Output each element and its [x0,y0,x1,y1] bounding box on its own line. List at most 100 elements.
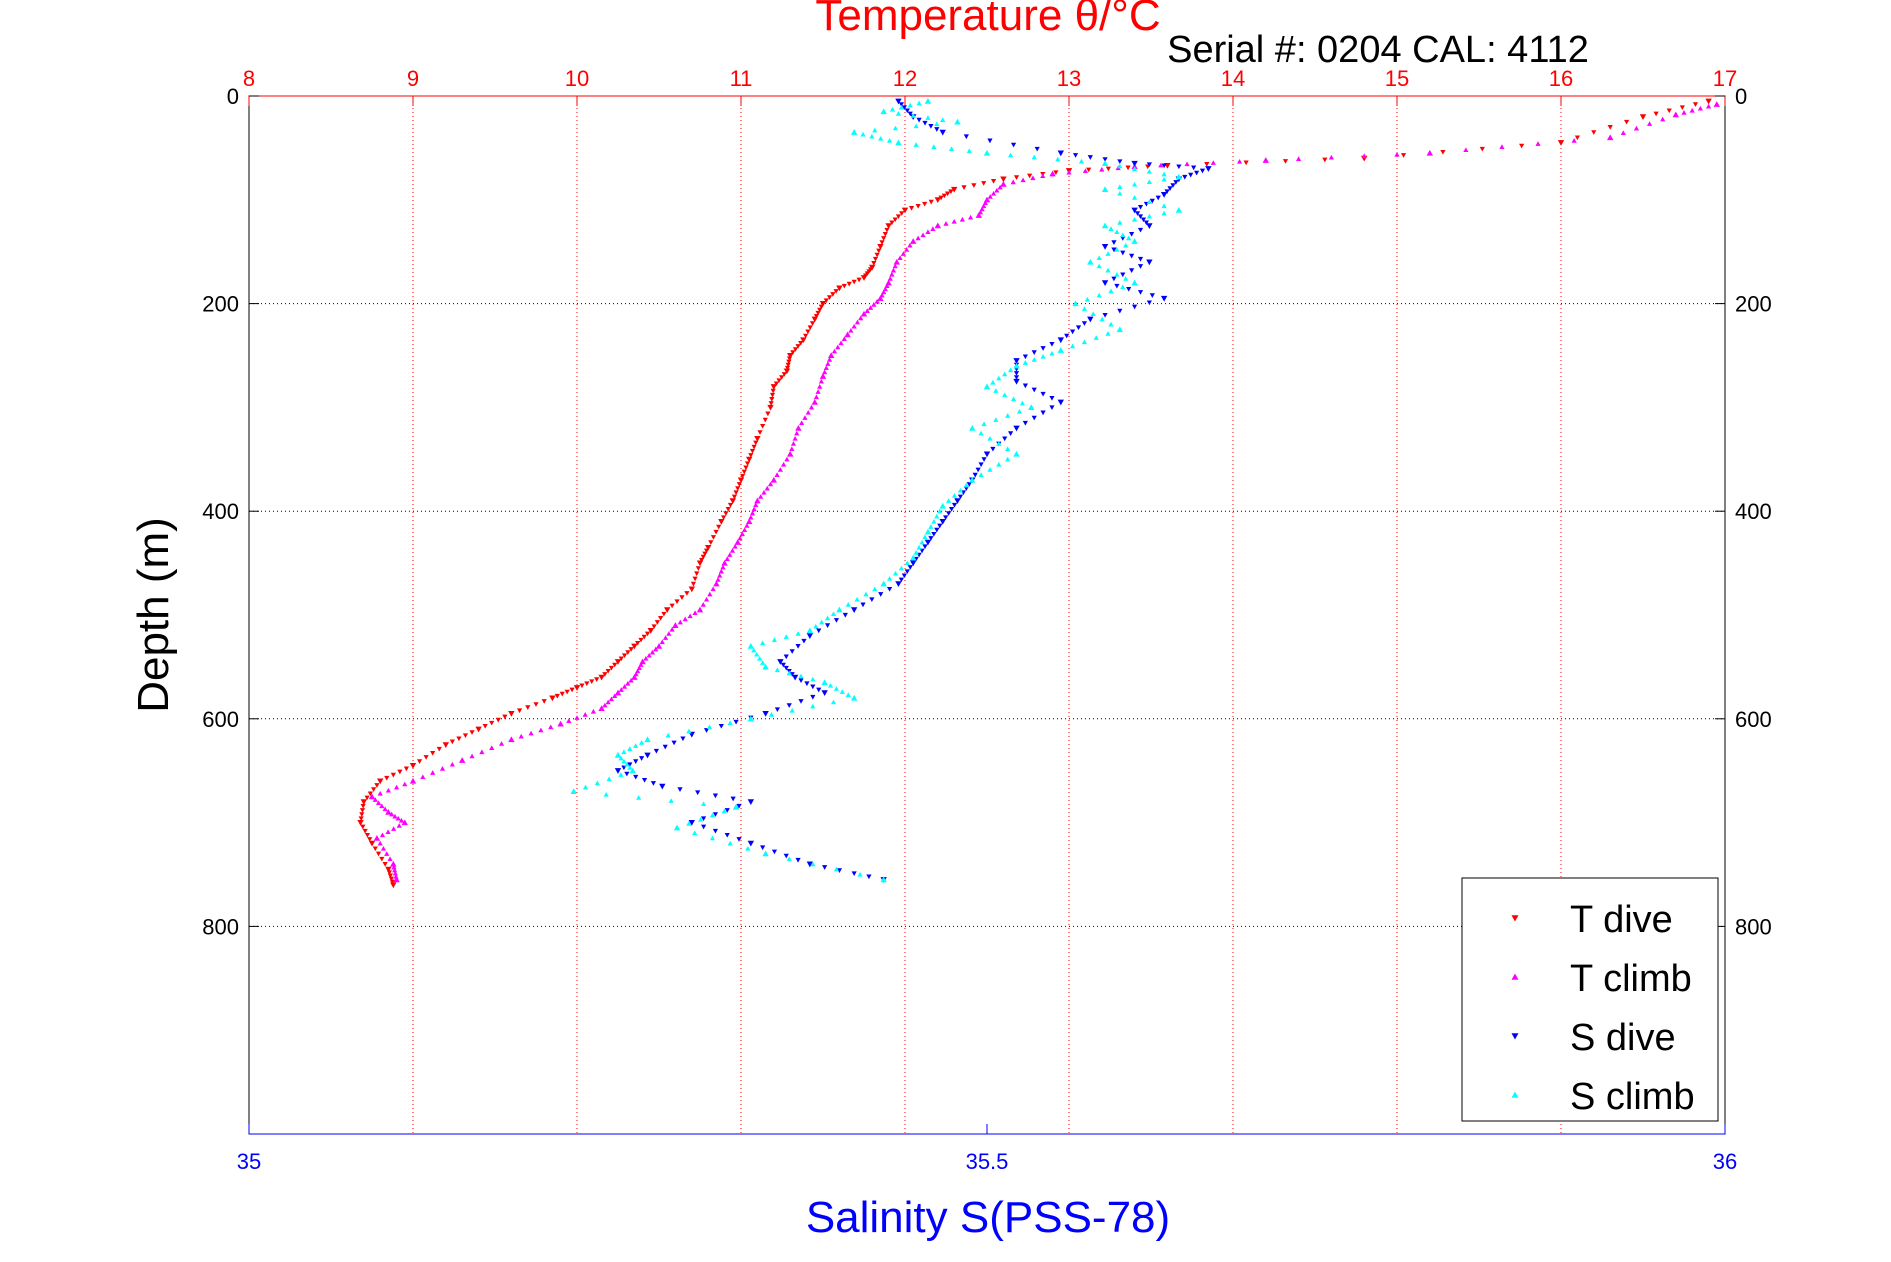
data-point-interp [375,851,382,857]
legend-marker [1511,1033,1519,1040]
data-point [1057,337,1064,344]
temperature-tick-label: 8 [243,66,255,91]
data-point-interp [489,720,495,726]
data-point [373,834,381,841]
data-point-interp [603,791,609,797]
data-point-interp [824,623,831,628]
data-point-interp [379,856,385,862]
data-point [1146,223,1153,229]
data-point-interp [815,389,821,394]
data-point-interp [886,576,893,581]
data-point-interp [706,724,713,730]
data-point [631,643,638,650]
data-point-interp [694,571,700,577]
data-point-interp [872,586,878,592]
temperature-tick-label: 14 [1221,66,1245,91]
data-point-interp [758,494,764,499]
data-point [1426,149,1433,156]
data-point-interp [996,375,1002,381]
data-point [754,497,761,504]
data-point-interp [718,723,724,729]
data-point-interp [1607,125,1613,130]
data-point-interp [757,430,763,435]
data-point-interp [794,430,800,436]
data-point-interp [767,481,774,487]
data-point-interp [1114,229,1120,235]
data-point-interp [1653,111,1659,117]
data-point-interp [826,295,833,300]
data-point-interp [699,557,705,563]
data-point [877,243,884,250]
data-point-interp [1132,304,1138,310]
data-point-interp [934,121,940,127]
data-point-interp [795,344,801,349]
chart-title: Temperature θ/°C [815,0,1160,40]
data-point-interp [934,127,940,132]
data-point-interp [963,482,969,488]
data-point-interp [789,707,795,713]
data-point-interp [569,687,575,693]
data-point-interp [1499,144,1505,149]
data-point-interp [1706,103,1712,109]
data-point-interp [874,298,880,304]
data-point-interp [621,749,627,755]
data-point-interp [1440,149,1446,155]
data-point-interp [1591,130,1597,135]
data-point-interp [538,727,544,733]
data-point-interp [391,864,397,870]
data-point [939,129,946,136]
data-point-interp [754,651,760,657]
data-point-interp [737,535,743,541]
data-point-interp [439,766,446,771]
data-point-interp [889,106,896,112]
data-point-interp [968,214,974,220]
data-point [614,768,622,774]
data-point-interp [566,718,572,723]
data-point-interp [1105,166,1111,172]
data-point-interp [930,226,936,231]
data-point-interp [1031,415,1037,421]
depth-tick-label-right: 400 [1735,499,1772,524]
data-point-interp [925,115,931,120]
data-point-interp [646,652,652,658]
data-point-interp [649,649,656,655]
data-point-interp [913,123,919,129]
data-point-interp [1146,199,1152,204]
data-point-interp [798,699,804,704]
data-point-interp [951,493,958,498]
data-point [939,519,946,525]
data-point-interp [774,667,781,673]
data-point-interp [1236,159,1243,164]
data-point-interp [385,787,391,793]
data-point-interp [621,653,628,659]
data-point-interp [810,703,816,709]
data-point-interp [819,619,825,625]
series-s-dive [614,98,1212,883]
temperature-tick-label: 16 [1549,66,1573,91]
data-point-interp [1108,288,1114,294]
data-point-interp [1117,184,1123,190]
data-point-interp [1010,179,1016,185]
data-point [1072,300,1079,307]
data-point-interp [589,679,595,685]
data-point-interp [1114,283,1120,289]
data-point-interp [1120,272,1126,278]
data-point-interp [1081,306,1088,311]
data-point [924,528,932,535]
data-point-interp [934,527,940,533]
depth-tick-label: 200 [202,292,239,317]
data-point-interp [1117,163,1123,169]
data-point-interp [386,870,392,876]
data-point-interp [1002,371,1008,377]
data-point-interp [736,837,742,842]
data-point-interp [392,867,398,873]
data-point-interp [842,612,848,618]
data-point-interp [784,456,790,462]
data-point-interp [709,812,716,818]
data-point-interp [606,776,612,782]
data-point-interp [1086,167,1092,173]
data-point-interp [449,739,455,745]
data-point-interp [777,467,783,472]
data-point-interp [937,508,943,514]
data-point-interp [833,686,840,691]
